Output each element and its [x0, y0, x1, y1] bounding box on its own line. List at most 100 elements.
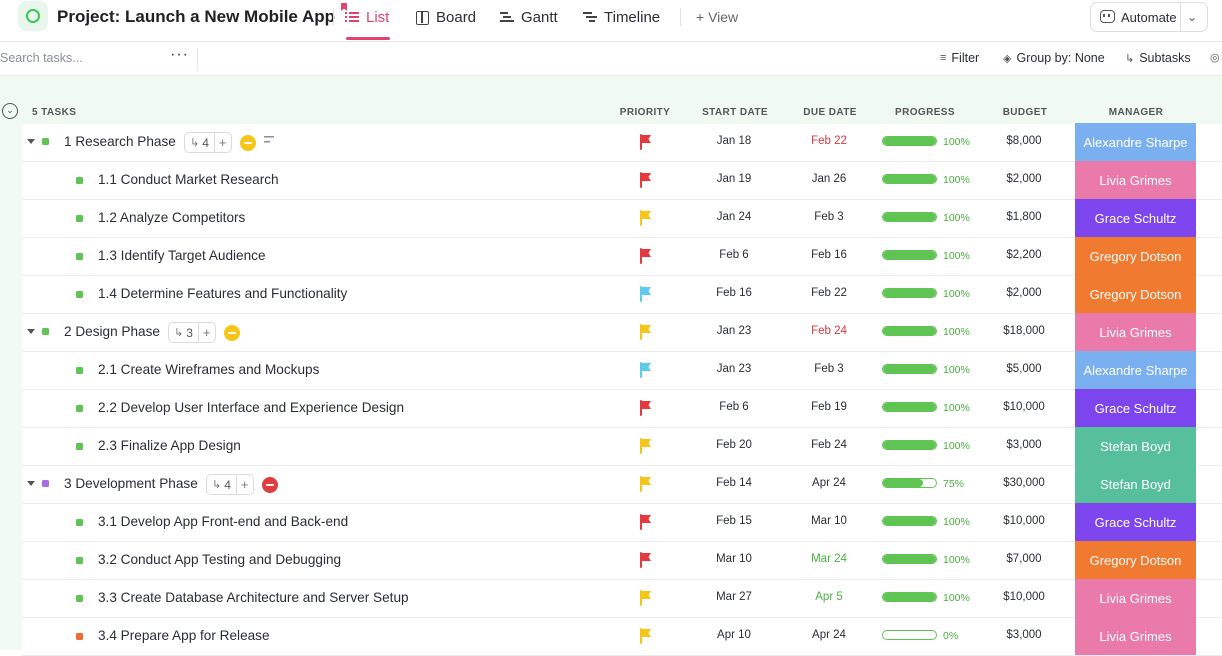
- task-name[interactable]: 1 Research Phase: [64, 134, 176, 149]
- priority-flag-icon[interactable]: [639, 628, 653, 645]
- collapse-group-icon[interactable]: ⌄: [2, 103, 18, 119]
- subtask-count-badge[interactable]: ↳ 4 +: [184, 132, 232, 153]
- priority-flag-icon[interactable]: [639, 514, 653, 531]
- manager-label[interactable]: Livia Grimes: [1075, 313, 1196, 351]
- subtask-count[interactable]: ↳ 4: [185, 133, 215, 152]
- task-name[interactable]: 3 Development Phase: [64, 476, 198, 491]
- column-progress[interactable]: PROGRESS: [895, 107, 955, 118]
- expand-caret-icon[interactable]: [27, 329, 35, 334]
- task-status-square[interactable]: [76, 253, 83, 260]
- column-priority[interactable]: PRIORITY: [619, 107, 671, 118]
- project-title[interactable]: Project: Launch a New Mobile App: [57, 7, 336, 26]
- budget-value[interactable]: $2,000: [1006, 287, 1042, 299]
- task-row[interactable]: 3.4 Prepare App for Release Apr 10 Apr 24 0…: [22, 617, 1222, 656]
- subtask-count[interactable]: ↳ 3: [169, 323, 199, 342]
- budget-value[interactable]: $5,000: [1006, 363, 1042, 375]
- group-by-button[interactable]: ◈ Group by: None: [1003, 51, 1105, 65]
- start-date[interactable]: Jan 24: [716, 211, 752, 223]
- manager-label[interactable]: Alexandre Sharpe: [1075, 351, 1196, 389]
- description-icon[interactable]: [264, 136, 274, 144]
- priority-flag-icon[interactable]: [639, 400, 653, 417]
- task-group-row[interactable]: 2 Design Phase Jan 23 Feb 24 100% $18,000 Liv…: [22, 313, 1222, 352]
- task-name[interactable]: 1.4 Determine Features and Functionality: [98, 286, 348, 301]
- due-date[interactable]: Mar 24: [811, 553, 847, 565]
- task-name[interactable]: 2.2 Develop User Interface and Experienc…: [98, 400, 405, 415]
- manager-label[interactable]: Grace Schultz: [1075, 199, 1196, 237]
- priority-flag-icon[interactable]: [639, 172, 653, 189]
- start-date[interactable]: Jan 23: [716, 363, 752, 375]
- project-status-icon[interactable]: [18, 1, 48, 31]
- add-subtask-icon[interactable]: +: [240, 477, 249, 492]
- start-date[interactable]: Jan 19: [716, 173, 752, 185]
- priority-flag-icon[interactable]: [639, 476, 653, 493]
- task-status-square[interactable]: [76, 595, 83, 602]
- task-status-square[interactable]: [76, 405, 83, 412]
- subtask-count-badge[interactable]: ↳ 3 +: [168, 322, 216, 343]
- due-date[interactable]: Feb 3: [814, 363, 844, 375]
- task-name[interactable]: 2.1 Create Wireframes and Mockups: [98, 362, 320, 377]
- task-name[interactable]: 1.1 Conduct Market Research: [98, 172, 279, 187]
- start-date[interactable]: Feb 6: [719, 249, 749, 261]
- priority-flag-icon[interactable]: [639, 438, 653, 455]
- due-date[interactable]: Jan 26: [811, 173, 847, 185]
- budget-value[interactable]: $8,000: [1006, 135, 1042, 147]
- manager-label[interactable]: Stefan Boyd: [1075, 427, 1196, 465]
- due-date[interactable]: Apr 24: [812, 629, 846, 641]
- priority-flag-icon[interactable]: [639, 210, 653, 227]
- task-name[interactable]: 3.2 Conduct App Testing and Debugging: [98, 552, 342, 567]
- task-status-square[interactable]: [76, 557, 83, 564]
- task-status-square[interactable]: [42, 138, 49, 145]
- add-view-button[interactable]: + View: [696, 9, 739, 25]
- start-date[interactable]: Feb 20: [716, 439, 752, 451]
- budget-value[interactable]: $7,000: [1006, 553, 1042, 565]
- priority-flag-icon[interactable]: [639, 552, 653, 569]
- task-name[interactable]: 3.4 Prepare App for Release: [98, 628, 270, 643]
- start-date[interactable]: Mar 10: [716, 553, 752, 565]
- budget-value[interactable]: $18,000: [1003, 325, 1045, 337]
- due-date[interactable]: Apr 5: [815, 591, 843, 603]
- group-status-icon[interactable]: [240, 135, 256, 151]
- task-row[interactable]: 2.3 Finalize App Design Feb 20 Feb 24 100% $…: [22, 427, 1222, 466]
- budget-value[interactable]: $2,200: [1006, 249, 1042, 261]
- task-row[interactable]: 3.3 Create Database Architecture and Ser…: [22, 579, 1222, 618]
- task-status-square[interactable]: [76, 291, 83, 298]
- task-name[interactable]: 1.2 Analyze Competitors: [98, 210, 246, 225]
- task-status-square[interactable]: [76, 443, 83, 450]
- expand-caret-icon[interactable]: [27, 481, 35, 486]
- budget-value[interactable]: $1,800: [1006, 211, 1042, 223]
- task-name[interactable]: 3.1 Develop App Front-end and Back-end: [98, 514, 349, 529]
- subtask-count[interactable]: ↳ 4: [207, 475, 237, 494]
- priority-flag-icon[interactable]: [639, 324, 653, 341]
- start-date[interactable]: Mar 27: [716, 591, 752, 603]
- task-name[interactable]: 2.3 Finalize App Design: [98, 438, 241, 453]
- manager-label[interactable]: Alexandre Sharpe: [1075, 123, 1196, 161]
- priority-flag-icon[interactable]: [639, 134, 653, 151]
- priority-flag-icon[interactable]: [639, 248, 653, 265]
- due-date[interactable]: Feb 22: [811, 135, 847, 147]
- due-date[interactable]: Feb 22: [811, 287, 847, 299]
- column-manager[interactable]: MANAGER: [1108, 107, 1164, 118]
- tab-timeline[interactable]: Timeline: [583, 7, 660, 27]
- task-name[interactable]: 3.3 Create Database Architecture and Ser…: [98, 590, 409, 605]
- manager-label[interactable]: Gregory Dotson: [1075, 237, 1196, 275]
- task-row[interactable]: 3.1 Develop App Front-end and Back-end Fe…: [22, 503, 1222, 542]
- task-status-square[interactable]: [42, 480, 49, 487]
- task-status-square[interactable]: [76, 633, 83, 640]
- column-start-date[interactable]: START DATE: [702, 107, 768, 118]
- more-options-icon[interactable]: ···: [170, 46, 189, 63]
- budget-value[interactable]: $10,000: [1003, 591, 1045, 603]
- start-date[interactable]: Jan 18: [716, 135, 752, 147]
- expand-caret-icon[interactable]: [27, 139, 35, 144]
- subtask-count-badge[interactable]: ↳ 4 +: [206, 474, 254, 495]
- due-date[interactable]: Feb 16: [811, 249, 847, 261]
- start-date[interactable]: Jan 23: [716, 325, 752, 337]
- task-status-square[interactable]: [76, 177, 83, 184]
- task-name[interactable]: 1.3 Identify Target Audience: [98, 248, 266, 263]
- task-status-square[interactable]: [76, 215, 83, 222]
- manager-label[interactable]: Grace Schultz: [1075, 389, 1196, 427]
- column-budget[interactable]: BUDGET: [1002, 107, 1048, 118]
- budget-value[interactable]: $10,000: [1003, 515, 1045, 527]
- task-name[interactable]: 2 Design Phase: [64, 324, 160, 339]
- task-status-square[interactable]: [76, 519, 83, 526]
- priority-flag-icon[interactable]: [639, 362, 653, 379]
